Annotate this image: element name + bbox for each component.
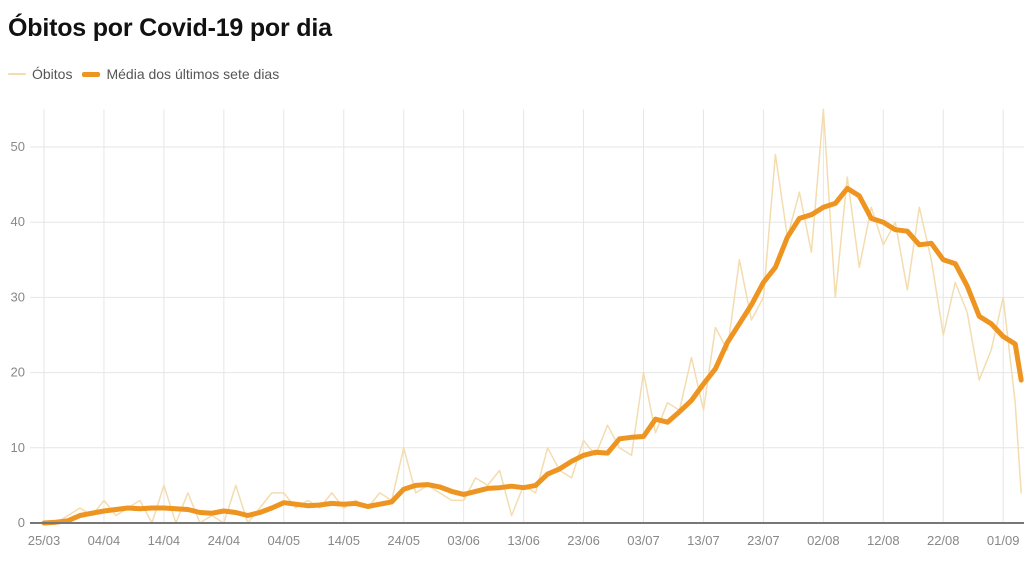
series-line-obitos	[43, 108, 1022, 524]
y-tick-label: 20	[11, 365, 25, 380]
legend-label-media: Média dos últimos sete dias	[106, 66, 280, 82]
x-tick-label: 13/07	[687, 533, 720, 548]
series-line-media	[41, 185, 1024, 526]
x-tick-label: 04/04	[88, 533, 121, 548]
x-tick-label: 03/07	[627, 533, 660, 548]
x-tick-label: 14/04	[148, 533, 181, 548]
series-lines	[41, 108, 1024, 526]
y-tick-label: 0	[18, 515, 25, 530]
axes: 0 10 20 30 40 50 25/03 04/04 14/04 24/04 04/05 14/0…	[11, 139, 1024, 548]
x-tick-label: 01/09	[987, 533, 1020, 548]
y-tick-label: 50	[11, 139, 25, 154]
legend-item-media: Média dos últimos sete dias	[82, 66, 279, 82]
x-tick-label: 22/08	[927, 533, 960, 548]
x-tick-label: 02/08	[807, 533, 840, 548]
x-tick-label: 23/07	[747, 533, 780, 548]
x-tick-label: 14/05	[327, 533, 360, 548]
grid	[30, 109, 1024, 523]
x-tick-label: 24/05	[387, 533, 420, 548]
legend-swatch-obitos	[8, 73, 26, 75]
y-tick-label: 10	[11, 440, 25, 455]
y-tick-label: 30	[11, 289, 25, 304]
x-tick-label: 13/06	[507, 533, 540, 548]
x-tick-label: 12/08	[867, 533, 900, 548]
x-tick-label: 24/04	[208, 533, 241, 548]
legend: Óbitos Média dos últimos sete dias	[8, 66, 289, 82]
x-tick-label: 04/05	[268, 533, 301, 548]
chart-title: Óbitos por Covid-19 por dia	[8, 14, 332, 42]
x-tick-label: 03/06	[447, 533, 480, 548]
legend-item-obitos: Óbitos	[8, 66, 72, 82]
x-tick-label: 25/03	[28, 533, 61, 548]
y-tick-label: 40	[11, 214, 25, 229]
legend-swatch-media	[82, 71, 101, 77]
legend-label-obitos: Óbitos	[32, 66, 73, 82]
x-tick-label: 23/06	[567, 533, 600, 548]
